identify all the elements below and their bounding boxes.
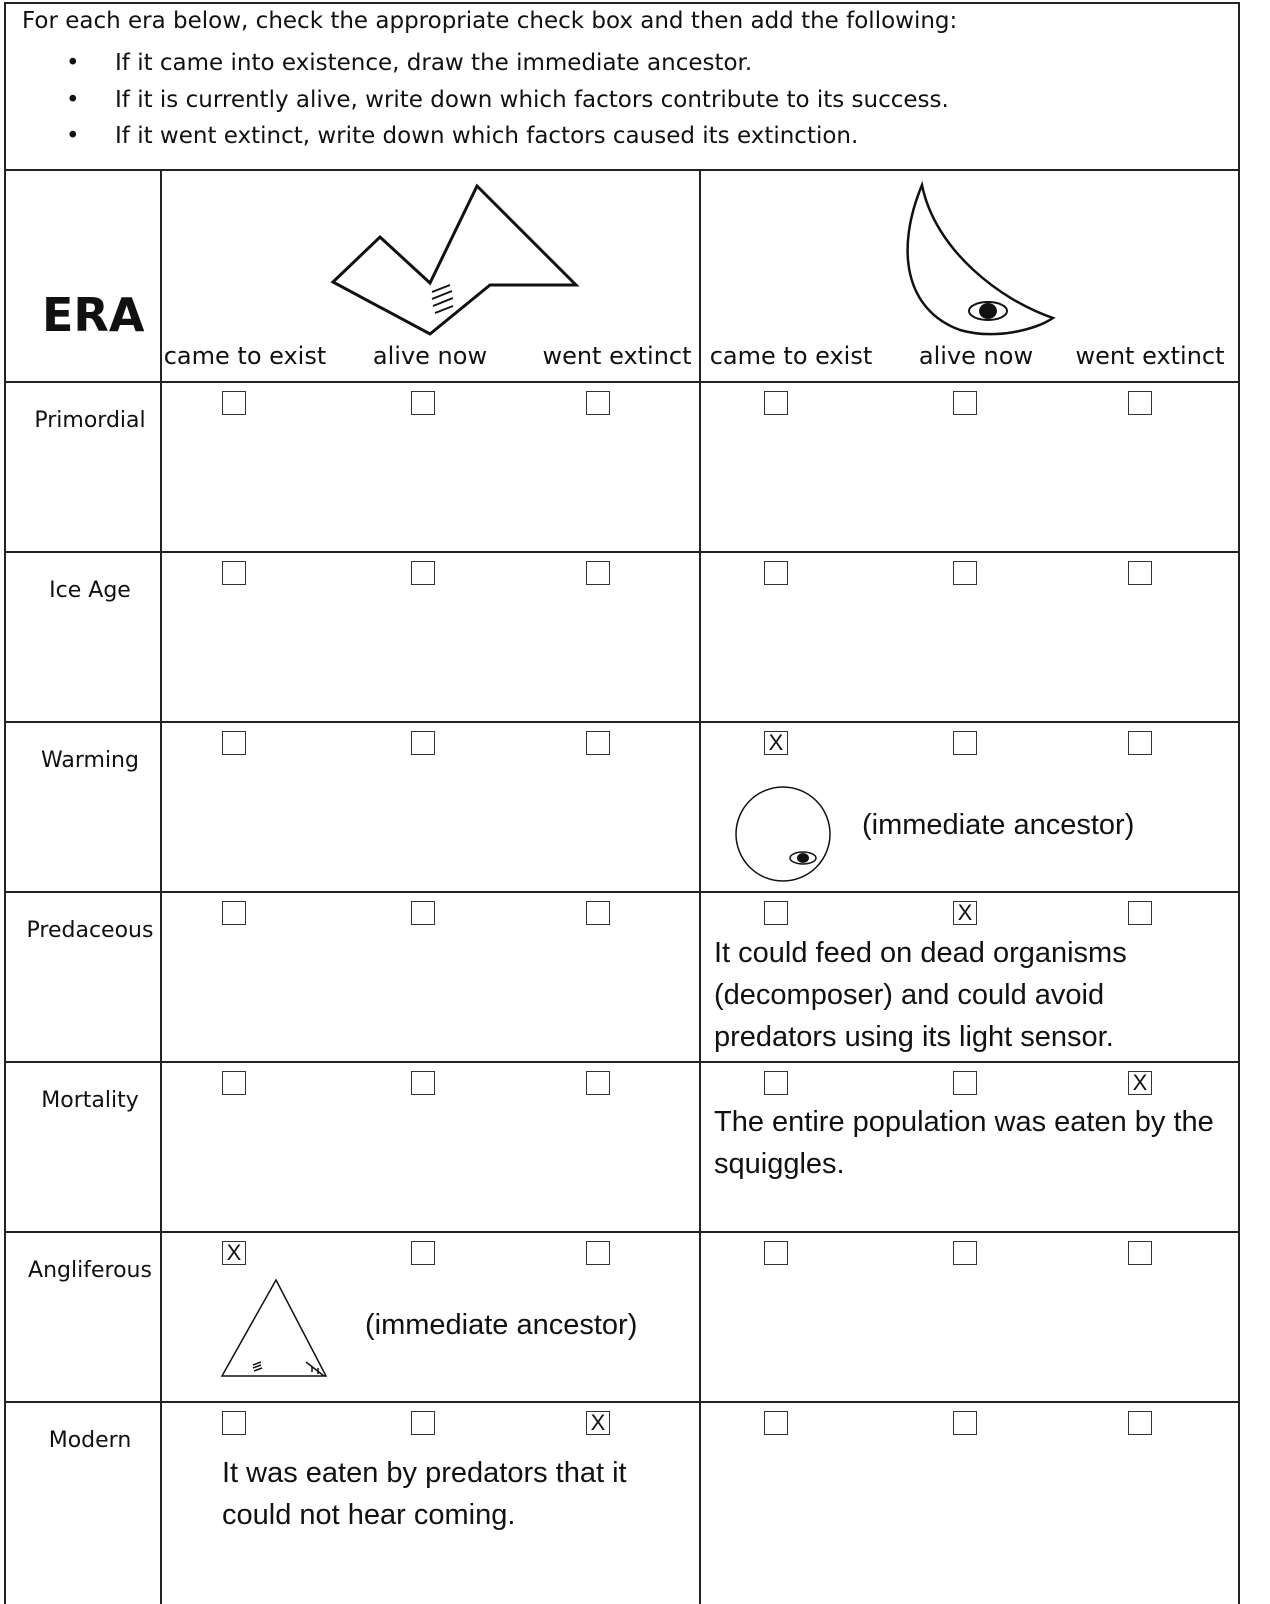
checkbox: [764, 1071, 788, 1095]
checkbox: X: [222, 1241, 246, 1265]
note: (immediate ancestor): [365, 1309, 638, 1341]
checkbox: [411, 731, 435, 755]
checkbox: [953, 731, 977, 755]
bullet-dot: •: [66, 123, 80, 149]
checkbox: [764, 1241, 788, 1265]
bullet-dot: •: [66, 50, 80, 76]
note: It could feed on dead organisms (decompo…: [714, 937, 1127, 1053]
checkbox: [411, 391, 435, 415]
checkbox: [1128, 731, 1152, 755]
checkbox: [222, 391, 246, 415]
checkbox: [411, 901, 435, 925]
organism-1-drawing: [330, 183, 580, 336]
checkbox: [1128, 391, 1152, 415]
checkbox: [1128, 901, 1152, 925]
column-label: went extinct: [1075, 342, 1225, 370]
ancestor-circle-drawing: [735, 786, 831, 882]
checkbox: [953, 1071, 977, 1095]
bullet-dot: •: [66, 87, 80, 113]
era-header: ERA: [42, 288, 145, 342]
checkbox: [411, 1071, 435, 1095]
column-label: alive now: [372, 342, 488, 370]
checkbox: X: [953, 901, 977, 925]
column-label: went extinct: [542, 342, 692, 370]
checkbox: [411, 1411, 435, 1435]
checkbox: [1128, 1241, 1152, 1265]
checkbox: [764, 561, 788, 585]
checkbox: X: [764, 731, 788, 755]
checkbox: [411, 1241, 435, 1265]
era-name: Ice Age: [49, 578, 131, 603]
checkbox: [222, 901, 246, 925]
checkbox: [586, 901, 610, 925]
checkbox: [586, 391, 610, 415]
checkbox: X: [1128, 1071, 1152, 1095]
note: (immediate ancestor): [862, 809, 1135, 841]
instructions-intro: For each era below, check the appropriat…: [22, 8, 958, 34]
checkbox: X: [586, 1411, 610, 1435]
checkbox: [1128, 561, 1152, 585]
checkbox: [222, 561, 246, 585]
ancestor-triangle-drawing: [220, 1278, 328, 1377]
bullet-text: If it is currently alive, write down whi…: [115, 87, 949, 113]
era-name: Angliferous: [28, 1258, 152, 1283]
column-label: came to exist: [709, 342, 873, 370]
bullet-text: If it came into existence, draw the imme…: [115, 50, 753, 76]
bullet-text: If it went extinct, write down which fac…: [115, 123, 859, 149]
checkbox: [764, 901, 788, 925]
checkbox: [222, 1071, 246, 1095]
checkbox: [1128, 1411, 1152, 1435]
note: The entire population was eaten by the s…: [714, 1106, 1214, 1180]
era-name: Predaceous: [26, 918, 154, 943]
checkbox: [953, 1411, 977, 1435]
era-name: Primordial: [34, 408, 146, 433]
checkbox: [586, 561, 610, 585]
checkbox: [764, 391, 788, 415]
era-name: Mortality: [41, 1088, 139, 1113]
checkbox: [586, 731, 610, 755]
organism-2-drawing: [906, 180, 1056, 336]
checkbox: [953, 1241, 977, 1265]
checkbox: [222, 731, 246, 755]
checkbox: [411, 561, 435, 585]
era-name: Warming: [41, 748, 139, 773]
checkbox: [586, 1241, 610, 1265]
checkbox: [953, 391, 977, 415]
checkbox: [764, 1411, 788, 1435]
column-label: came to exist: [163, 342, 327, 370]
column-label: alive now: [918, 342, 1034, 370]
checkbox: [953, 561, 977, 585]
checkbox: [586, 1071, 610, 1095]
checkbox: [222, 1411, 246, 1435]
note: It was eaten by predators that it could …: [222, 1457, 627, 1531]
era-name: Modern: [48, 1428, 132, 1453]
